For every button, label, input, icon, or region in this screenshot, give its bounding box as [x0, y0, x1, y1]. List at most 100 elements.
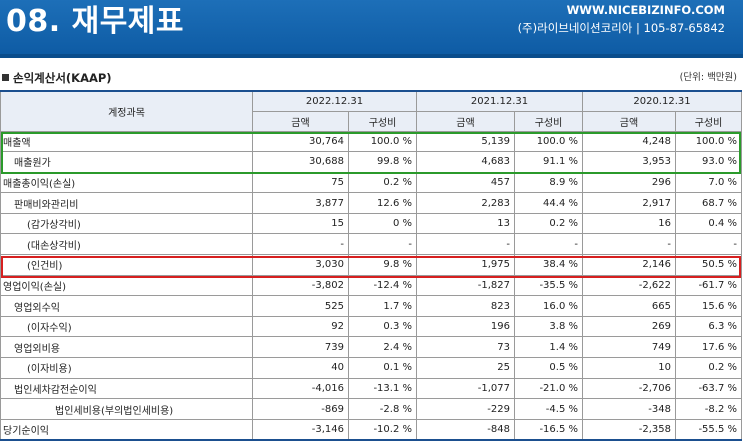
account-label: 매출원가: [0, 151, 253, 173]
amount-cell: -: [582, 233, 676, 256]
amount-cell: 13: [416, 212, 515, 235]
amount-cell: 739: [252, 336, 349, 359]
table-row: 영업외비용 739 2.4 % 73 1.4 % 749 17.6 %: [0, 336, 742, 359]
table-row: 매출액 30,764 100.0 % 5,139 100.0 % 4,248 100.0 %: [0, 130, 742, 153]
ratio-cell: 0.3 %: [348, 315, 417, 338]
ratio-cell: 9.8 %: [348, 254, 417, 276]
amount-cell: 525: [252, 295, 349, 317]
ratio-cell: 12.6 %: [348, 192, 417, 214]
table-row: 영업외수익 525 1.7 % 823 16.0 % 665 15.6 %: [0, 295, 742, 317]
income-statement-table: 계정과목 2022.12.31 2021.12.31 2020.12.31 금액…: [0, 90, 742, 441]
ratio-cell: 0 %: [348, 212, 417, 235]
table-body: 매출액 30,764 100.0 % 5,139 100.0 % 4,248 100.0 %…: [0, 130, 742, 441]
ratio-cell: 0.4 %: [675, 212, 742, 235]
amount-cell: 296: [582, 171, 676, 194]
ratio-header: 구성비: [675, 110, 742, 132]
period-header: 2020.12.31: [582, 90, 742, 112]
ratio-cell: 50.5 %: [675, 254, 742, 276]
amount-cell: 3,030: [252, 254, 349, 276]
table-row: 당기순이익 -3,146 -10.2 % -848 -16.5 % -2,358 -55.5…: [0, 418, 742, 441]
account-label: (인건비): [0, 254, 253, 276]
ratio-cell: 2.4 %: [348, 336, 417, 359]
square-bullet-icon: [2, 74, 9, 81]
table-row: (감가상각비) 15 0 % 13 0.2 % 16 0.4 %: [0, 212, 742, 235]
account-label: 영업이익(손실): [0, 274, 253, 297]
amount-cell: 457: [416, 171, 515, 194]
amount-cell: -229: [416, 398, 515, 420]
table-row: 매출원가 30,688 99.8 % 4,683 91.1 % 3,953 93.0 %: [0, 151, 742, 173]
ratio-cell: -21.0 %: [514, 377, 583, 400]
amount-cell: 2,917: [582, 192, 676, 214]
amount-cell: 30,764: [252, 130, 349, 153]
amount-cell: 2,283: [416, 192, 515, 214]
amount-cell: 30,688: [252, 151, 349, 173]
table-row: 법인세차감전순이익 -4,016 -13.1 % -1,077 -21.0 % -2,70…: [0, 377, 742, 400]
account-label: (감가상각비): [0, 212, 253, 235]
amount-cell: 4,248: [582, 130, 676, 153]
ratio-cell: 3.8 %: [514, 315, 583, 338]
amount-cell: 75: [252, 171, 349, 194]
table-row: 영업이익(손실) -3,802 -12.4 % -1,827 -35.5 % -2,622…: [0, 274, 742, 297]
ratio-cell: 100.0 %: [348, 130, 417, 153]
website-label: WWW.NICEBIZINFO.COM: [566, 3, 725, 17]
amount-cell: -869: [252, 398, 349, 420]
amount-cell: 749: [582, 336, 676, 359]
amount-cell: 16: [582, 212, 676, 235]
amount-cell: 196: [416, 315, 515, 338]
ratio-cell: 100.0 %: [675, 130, 742, 153]
amount-cell: 2,146: [582, 254, 676, 276]
ratio-cell: -35.5 %: [514, 274, 583, 297]
account-label: 매출총이익(손실): [0, 171, 253, 194]
table-row: (대손상각비) - - - - - -: [0, 233, 742, 256]
amount-cell: 73: [416, 336, 515, 359]
ratio-cell: 100.0 %: [514, 130, 583, 153]
ratio-cell: -61.7 %: [675, 274, 742, 297]
ratio-cell: 93.0 %: [675, 151, 742, 173]
header-banner: 08. 재무제표 WWW.NICEBIZINFO.COM (주)라이브네이션코리…: [0, 0, 743, 58]
ratio-cell: 68.7 %: [675, 192, 742, 214]
amount-header: 금액: [582, 110, 676, 132]
ratio-cell: 8.9 %: [514, 171, 583, 194]
table-row: 법인세비용(부의법인세비용) -869 -2.8 % -229 -4.5 % -348 -8…: [0, 398, 742, 420]
ratio-header: 구성비: [348, 110, 417, 132]
header-row-periods: 계정과목 2022.12.31 2021.12.31 2020.12.31: [0, 90, 742, 132]
amount-cell: -1,077: [416, 377, 515, 400]
amount-cell: 1,975: [416, 254, 515, 276]
ratio-cell: 1.7 %: [348, 295, 417, 317]
amount-cell: 4,683: [416, 151, 515, 173]
amount-cell: 40: [252, 357, 349, 379]
ratio-cell: 0.2 %: [675, 357, 742, 379]
period-header: 2021.12.31: [416, 90, 583, 112]
account-label: 매출액: [0, 130, 253, 153]
ratio-header: 구성비: [514, 110, 583, 132]
account-label: (대손상각비): [0, 233, 253, 256]
table-row: 매출총이익(손실) 75 0.2 % 457 8.9 % 296 7.0 %: [0, 171, 742, 194]
ratio-cell: -8.2 %: [675, 398, 742, 420]
amount-cell: -348: [582, 398, 676, 420]
ratio-cell: 38.4 %: [514, 254, 583, 276]
ratio-cell: 16.0 %: [514, 295, 583, 317]
ratio-cell: 99.8 %: [348, 151, 417, 173]
amount-cell: 10: [582, 357, 676, 379]
ratio-cell: 91.1 %: [514, 151, 583, 173]
ratio-cell: 1.4 %: [514, 336, 583, 359]
page-title: 08. 재무제표: [6, 4, 184, 39]
ratio-cell: 15.6 %: [675, 295, 742, 317]
ratio-cell: -: [348, 233, 417, 256]
amount-cell: 15: [252, 212, 349, 235]
amount-cell: 25: [416, 357, 515, 379]
amount-cell: 3,877: [252, 192, 349, 214]
account-label: 법인세차감전순이익: [0, 377, 253, 400]
ratio-cell: 0.2 %: [514, 212, 583, 235]
amount-header: 금액: [416, 110, 515, 132]
table-row: (인건비) 3,030 9.8 % 1,975 38.4 % 2,146 50.5 %: [0, 254, 742, 276]
ratio-cell: 44.4 %: [514, 192, 583, 214]
ratio-cell: 6.3 %: [675, 315, 742, 338]
account-label: (이자수익): [0, 315, 253, 338]
amount-cell: -4,016: [252, 377, 349, 400]
ratio-cell: -2.8 %: [348, 398, 417, 420]
ratio-cell: -16.5 %: [514, 418, 583, 441]
amount-cell: 92: [252, 315, 349, 338]
account-header: 계정과목: [0, 90, 253, 132]
ratio-cell: 7.0 %: [675, 171, 742, 194]
